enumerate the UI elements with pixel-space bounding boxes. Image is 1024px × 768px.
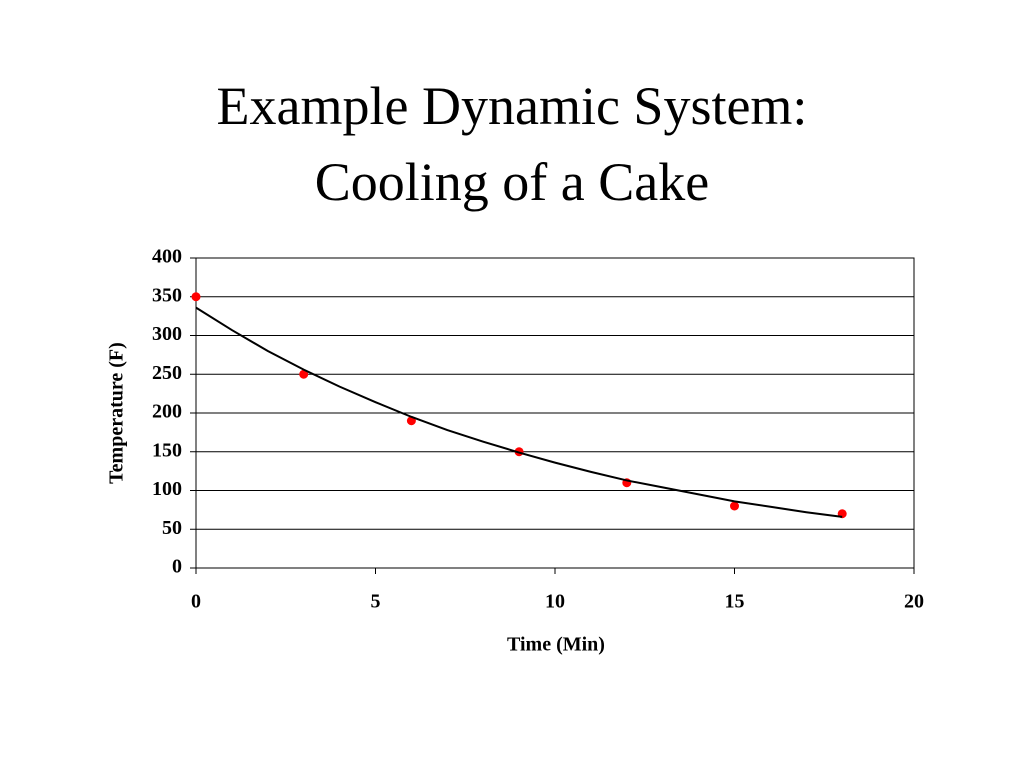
y-tick-label: 350 [152, 284, 182, 306]
x-tick-label: 0 [191, 591, 201, 613]
y-axis-title: Temperature (F) [106, 342, 128, 484]
x-tick-label: 10 [545, 591, 565, 613]
x-tick-label: 20 [904, 591, 924, 613]
data-point [299, 369, 309, 379]
y-tick-label: 150 [152, 439, 182, 461]
x-tick-label: 5 [371, 591, 381, 613]
data-point [730, 501, 739, 511]
y-tick-label: 0 [172, 556, 182, 578]
y-tick-label: 100 [152, 478, 182, 500]
y-tick-label: 200 [152, 401, 182, 423]
plot-area [195, 257, 915, 569]
y-tick-label: 50 [162, 517, 182, 539]
data-point [191, 292, 201, 302]
y-tick-label: 400 [152, 246, 182, 268]
y-tick-label: 300 [152, 323, 182, 345]
trend-line [195, 306, 843, 518]
x-tick-label: 15 [725, 591, 745, 613]
x-axis-title: Time (Min) [507, 634, 605, 656]
y-tick-label: 250 [152, 362, 182, 384]
slide-title: Example Dynamic System: Cooling of a Cak… [216, 76, 808, 212]
